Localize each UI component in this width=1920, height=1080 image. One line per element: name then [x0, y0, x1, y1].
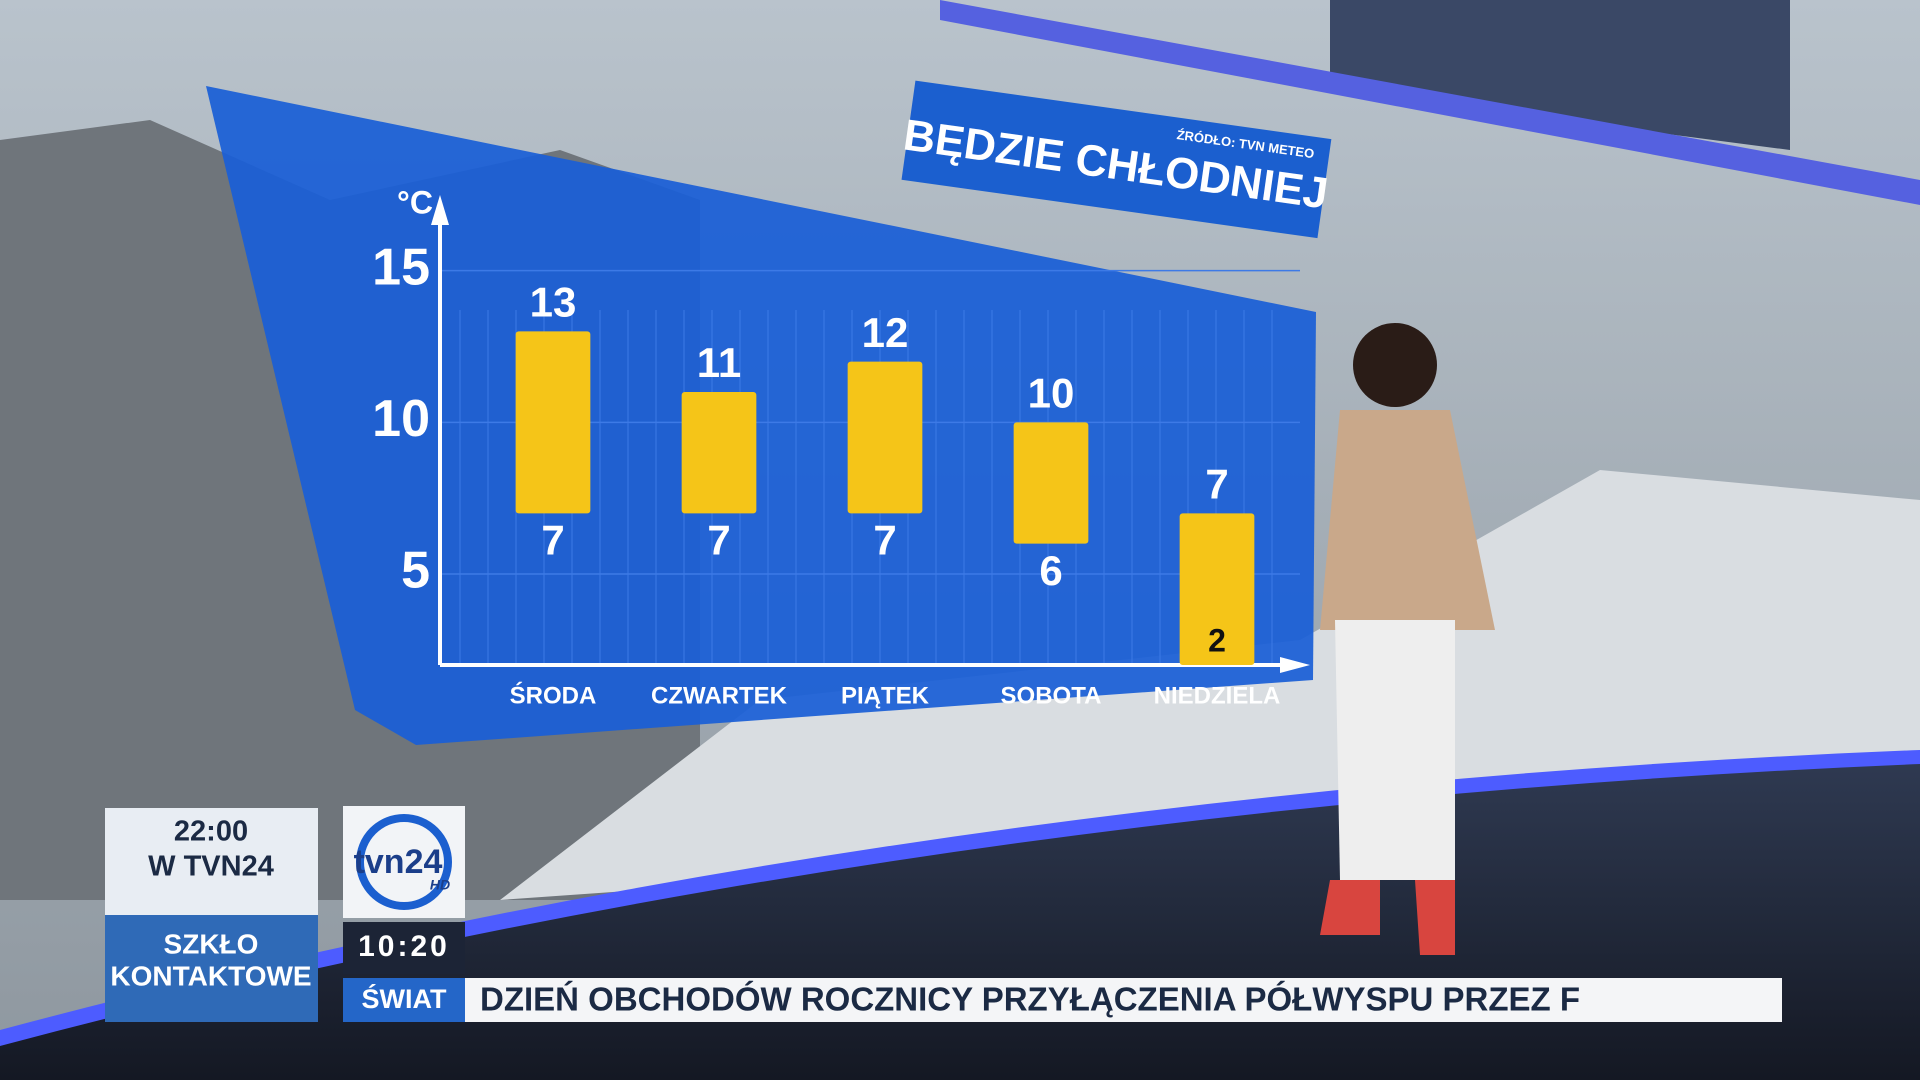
promo-show: SZKŁO	[164, 928, 259, 959]
promo-time: 22:00	[174, 816, 248, 848]
low-label: 7	[541, 516, 564, 563]
ticker-section: ŚWIAT	[362, 983, 447, 1014]
promo-top	[105, 808, 318, 915]
plot: 5 10 15 °C ŚRODA 13 7 CZWARTEK 11 7 PIĄTEK 12 7 SOBOT…	[372, 184, 1310, 709]
y-axis-arrow	[431, 195, 449, 225]
high-label: 12	[862, 309, 909, 356]
x-tick-label: NIEDZIELA	[1154, 682, 1281, 709]
ticker-bg	[465, 978, 1782, 1022]
led-strip-top	[940, 0, 1920, 205]
bar	[681, 392, 757, 514]
high-label: 7	[1205, 460, 1228, 507]
low-label: 2	[1208, 622, 1226, 658]
chart-board	[206, 86, 1316, 745]
title-bg	[901, 80, 1332, 239]
promo-box: 22:00 W TVN24 SZKŁO KONTAKTOWE	[105, 808, 318, 1022]
ticker-section-bg	[343, 978, 465, 1022]
high-label: 10	[1028, 369, 1075, 416]
clock-bg	[343, 922, 465, 974]
x-tick-label: PIĄTEK	[841, 682, 930, 709]
high-label: 13	[530, 278, 577, 325]
y-tick-label: 10	[372, 390, 430, 448]
ticker: ŚWIAT DZIEŃ OBCHODÓW ROCZNICY PRZYŁĄCZEN…	[343, 978, 1782, 1022]
y-tick-label: 5	[401, 542, 430, 600]
x-tick-label: ŚRODA	[510, 681, 597, 709]
high-label: 11	[697, 339, 741, 386]
y-unit: °C	[397, 184, 433, 220]
promo-show: KONTAKTOWE	[110, 960, 311, 991]
bar	[515, 331, 591, 514]
channel-logo: tvn24 HD 10:20	[343, 806, 465, 974]
low-label: 6	[1039, 547, 1062, 594]
bar	[1013, 422, 1089, 544]
bar	[1179, 513, 1255, 665]
logo-hd: HD	[430, 877, 450, 893]
clock: 10:20	[358, 930, 450, 963]
y-tick-label: 15	[372, 238, 430, 296]
x-tick-label: CZWARTEK	[651, 682, 788, 709]
logo-text: tvn24	[354, 843, 443, 881]
x-tick-label: SOBOTA	[1001, 682, 1102, 709]
bar	[847, 361, 923, 514]
promo-channel: W TVN24	[148, 851, 274, 883]
low-label: 7	[873, 516, 896, 563]
presenter	[1320, 323, 1495, 955]
low-label: 7	[707, 516, 730, 563]
x-axis-arrow	[1280, 657, 1310, 673]
window	[1330, 0, 1790, 150]
ticker-text: DZIEŃ OBCHODÓW ROCZNICY PRZYŁĄCZENIA PÓŁ…	[480, 981, 1580, 1018]
logo-ring	[356, 814, 452, 910]
